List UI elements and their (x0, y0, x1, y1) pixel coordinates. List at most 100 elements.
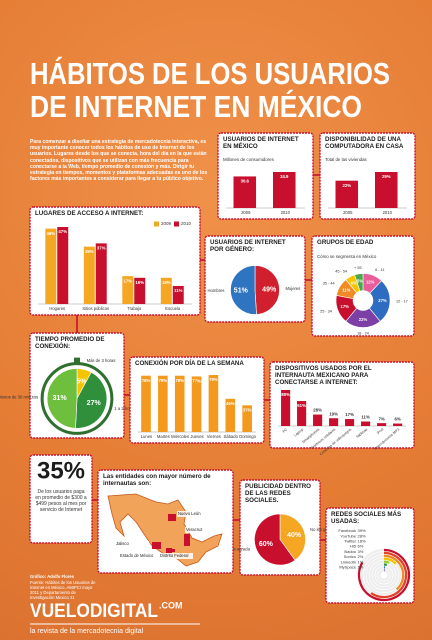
category-label: Domingo (239, 434, 256, 439)
category-label: 25 - 34 (320, 310, 332, 314)
bar (375, 172, 398, 208)
value-label: 1% (358, 559, 364, 564)
bar (329, 418, 339, 426)
state-highlight (166, 548, 172, 553)
credit-source: Fuente: Hábitos de los Usuarios de Inter… (30, 580, 96, 600)
country-shape (107, 493, 223, 567)
bar (191, 376, 202, 432)
bar (95, 243, 107, 304)
value-label: 11% (342, 288, 350, 293)
legend-swatch (174, 221, 179, 227)
panel-title: PUBLICIDAD DENTRO DE LAS REDES SOCIALES. (245, 483, 311, 504)
value-label: 30.6 (241, 179, 250, 184)
category-label: Sábado (223, 434, 238, 439)
value-label: 6% (358, 544, 364, 549)
category-label: 2009 (241, 210, 251, 215)
state-label-bg (185, 527, 219, 533)
value-label: 11% (361, 415, 370, 420)
panel-subtitle: Cómo se segmenta en México (317, 254, 377, 259)
panel-title: CONEXIÓN POR DÍA DE LA SEMANA (135, 360, 244, 367)
connectors (76, 174, 326, 541)
bar (134, 277, 146, 304)
value-label: 22% (342, 183, 351, 188)
panel (269, 361, 415, 449)
value-label: 47% (58, 229, 67, 234)
category-label: Tabletas (355, 427, 368, 439)
category-label: 1 a 2 horas (114, 406, 135, 411)
pie-slice (254, 265, 280, 315)
category-label: No les gusta (310, 527, 334, 532)
bar (208, 375, 219, 432)
panel-title: TIEMPO PROMEDIO DE CONEXIÓN: (35, 336, 105, 350)
panel-title: LUGARES DE ACCESO A INTERNET: (35, 210, 144, 217)
panel (29, 206, 201, 316)
pie-slice (254, 513, 296, 566)
state-label: Estado de México (120, 553, 154, 558)
legend-label: 2010 (181, 221, 192, 226)
value-label: 22% (359, 317, 368, 322)
category-label: Hi5 (350, 544, 357, 549)
intro-text: Para comenzar a diseñar una estrategia d… (30, 139, 208, 183)
map-title: Las entidades con mayor número de intern… (103, 473, 211, 487)
stat-text: De los usuarios paga en promedio de $300… (35, 489, 87, 513)
value-label: 37% (97, 246, 106, 251)
bar (242, 405, 252, 432)
category-label: Miércoles (171, 434, 189, 439)
category-label: Hogares (49, 306, 65, 311)
category-label: Sonico (344, 554, 357, 559)
category-label: 45 - 54 (335, 270, 347, 274)
donut-hole (352, 290, 374, 311)
main-title-line: HÁBITOS DE LOS USUARIOS (30, 56, 390, 91)
category-label: Más de 3 horas (87, 358, 116, 363)
state-label-bg (119, 553, 153, 559)
category-label: Sitios públicos (82, 306, 109, 311)
watch-crown (74, 357, 80, 363)
bar (393, 423, 403, 426)
main-title-line: DE INTERNET EN MÉXICO (30, 89, 362, 124)
value-label: 78% (175, 378, 184, 383)
panel-subtitle: Millones de consumidores (223, 157, 274, 162)
category-label: Trabajo (127, 306, 142, 311)
tagline: la revista de la mercadotecnia digital (30, 628, 144, 635)
panel-title: USUARIOS DE INTERNET POR GÉNERO: (210, 239, 286, 253)
value-label: 17% (124, 278, 133, 283)
category-label: 12 - 17 (396, 300, 408, 304)
state-highlight (152, 542, 161, 549)
credit-graphic: Gráfico: Adolfo Flores (30, 574, 75, 579)
value-label: 51% (234, 287, 249, 294)
value-label: 27% (87, 400, 102, 407)
bar (345, 419, 355, 426)
value-label: 39% (358, 528, 366, 533)
category-label: YouTube (340, 533, 356, 538)
category-label: 2005 (343, 210, 353, 215)
category-label: Hombres (208, 288, 225, 293)
pie-slice (279, 513, 306, 561)
category-label: Lunes (141, 434, 152, 439)
bar (158, 375, 168, 432)
stat-value: 35% (37, 457, 85, 484)
pie-slice (362, 280, 391, 322)
category-label: LinkedIn (341, 559, 356, 564)
value-label: 19% (329, 411, 338, 416)
brand-domain: .COM (159, 600, 183, 610)
bar (45, 228, 57, 304)
value-label: 49% (262, 286, 277, 293)
value-label: 1% (358, 564, 364, 569)
value-label: 61% (297, 403, 306, 408)
value-label: 60% (259, 541, 274, 548)
brand: VUELODIGITAL (30, 601, 158, 622)
category-label: + 55 (354, 266, 362, 270)
value-label: 18% (358, 538, 366, 543)
bar (361, 421, 371, 426)
bar (377, 423, 387, 426)
value-label: 12% (366, 280, 375, 285)
category-label: Menos de 30 minutos (0, 395, 38, 400)
value-label: 11% (174, 288, 183, 293)
bar (174, 375, 185, 432)
panel-subtitle: Total de las viviendas (325, 157, 367, 162)
value-label: 6% (394, 417, 400, 422)
bar (172, 285, 184, 304)
legend-swatch (154, 221, 159, 227)
ring-arc (383, 554, 405, 591)
bar (122, 276, 134, 304)
